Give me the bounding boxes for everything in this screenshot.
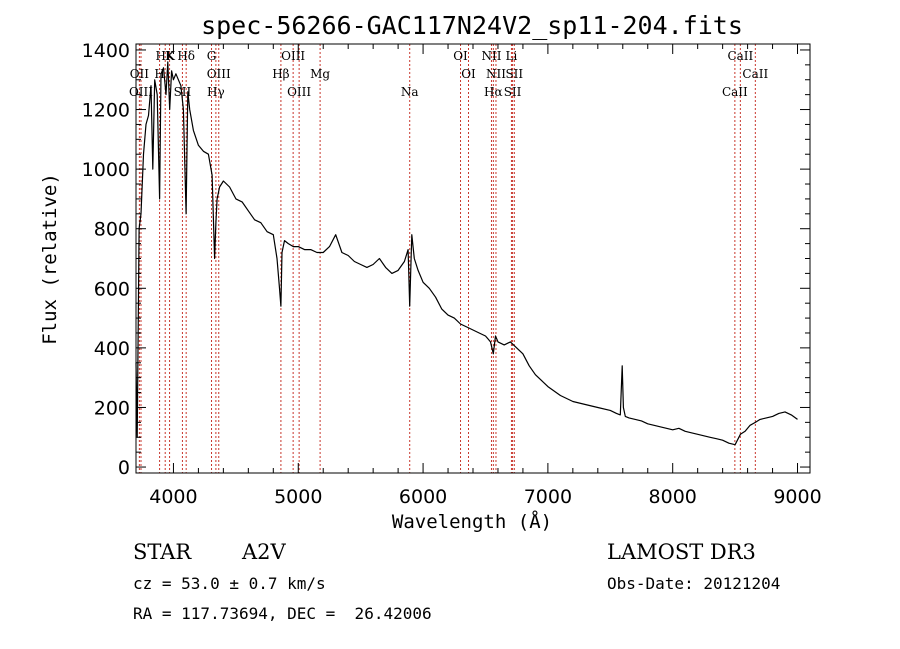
line-label-12: OIII — [281, 49, 305, 63]
y-tick-label-2: 400 — [94, 338, 130, 360]
x-tick-label-0: 4000 — [149, 486, 197, 508]
line-label-21: Li — [506, 49, 518, 63]
line-label-3: K — [165, 49, 175, 63]
y-tick-label-3: 600 — [94, 278, 130, 300]
x-tick-label-2: 6000 — [399, 486, 447, 508]
plot-frame — [135, 43, 811, 474]
line-label-25: CaII — [742, 67, 768, 81]
line-label-17: Hα — [484, 85, 503, 99]
y-tick-label-0: 0 — [118, 457, 130, 479]
x-axis-label: Wavelength (Å) — [392, 510, 552, 533]
spectral-line-markers — [138, 44, 756, 473]
object-class: STAR — [133, 540, 192, 564]
x-tick-label-4: 8000 — [649, 486, 697, 508]
line-label-16: OI — [461, 67, 476, 81]
flux-line — [135, 61, 798, 446]
line-label-6: Hδ — [177, 49, 195, 63]
y-tick-label-1: 200 — [94, 397, 130, 419]
line-label-2: OIII — [129, 85, 153, 99]
flux-series — [135, 61, 798, 446]
line-label-8: Hγ — [207, 85, 225, 99]
redshift-readout: cz = 53.0 ± 0.7 km/s — [133, 574, 326, 593]
y-tick-label-6: 1200 — [82, 100, 130, 122]
line-label-0: HK — [155, 49, 175, 63]
x-tick-label-3: 7000 — [524, 486, 572, 508]
line-label-13: Mg — [310, 67, 330, 81]
axes: 4000 5000 6000 7000 8000 9000 0 200 400 600 800 100… — [82, 40, 822, 508]
coordinates: RA = 117.73694, DEC = 26.42006 — [133, 604, 432, 623]
spectral-line-labels: HK OII OIII KH SII Hδ OIII Hγ G Hβ OIII OIII Mg Na OI O… — [129, 49, 769, 99]
line-label-22: SII — [505, 67, 523, 81]
y-tick-label-7: 1400 — [82, 40, 130, 62]
line-label-23: CaII — [722, 85, 748, 99]
y-tick-label-4: 800 — [94, 219, 130, 241]
y-tick-label-5: 1000 — [82, 159, 130, 181]
chart-title: spec-56266-GAC117N24V2_sp11-204.fits — [201, 11, 743, 40]
line-label-18: NII — [481, 49, 501, 63]
x-tick-label-1: 5000 — [274, 486, 322, 508]
line-label-10: Hβ — [272, 67, 289, 81]
survey-name: LAMOST DR3 — [607, 540, 756, 564]
line-label-1: OII — [130, 67, 150, 81]
line-label-15: OI — [453, 49, 468, 63]
line-label-11: OIII — [287, 85, 311, 99]
line-label-9: G — [207, 49, 217, 63]
line-label-5: SII — [174, 85, 192, 99]
line-label-20: SII — [504, 85, 522, 99]
observation-date: Obs-Date: 20121204 — [607, 574, 781, 593]
line-label-24: CaII — [727, 49, 753, 63]
line-label-19: NII — [486, 67, 506, 81]
line-label-7: OIII — [207, 67, 231, 81]
x-tick-label-5: 9000 — [773, 486, 821, 508]
line-label-4: H — [154, 67, 164, 81]
object-subclass: A2V — [242, 540, 286, 564]
line-label-14: Na — [401, 85, 419, 99]
y-axis-label: Flux (relative) — [39, 173, 61, 345]
